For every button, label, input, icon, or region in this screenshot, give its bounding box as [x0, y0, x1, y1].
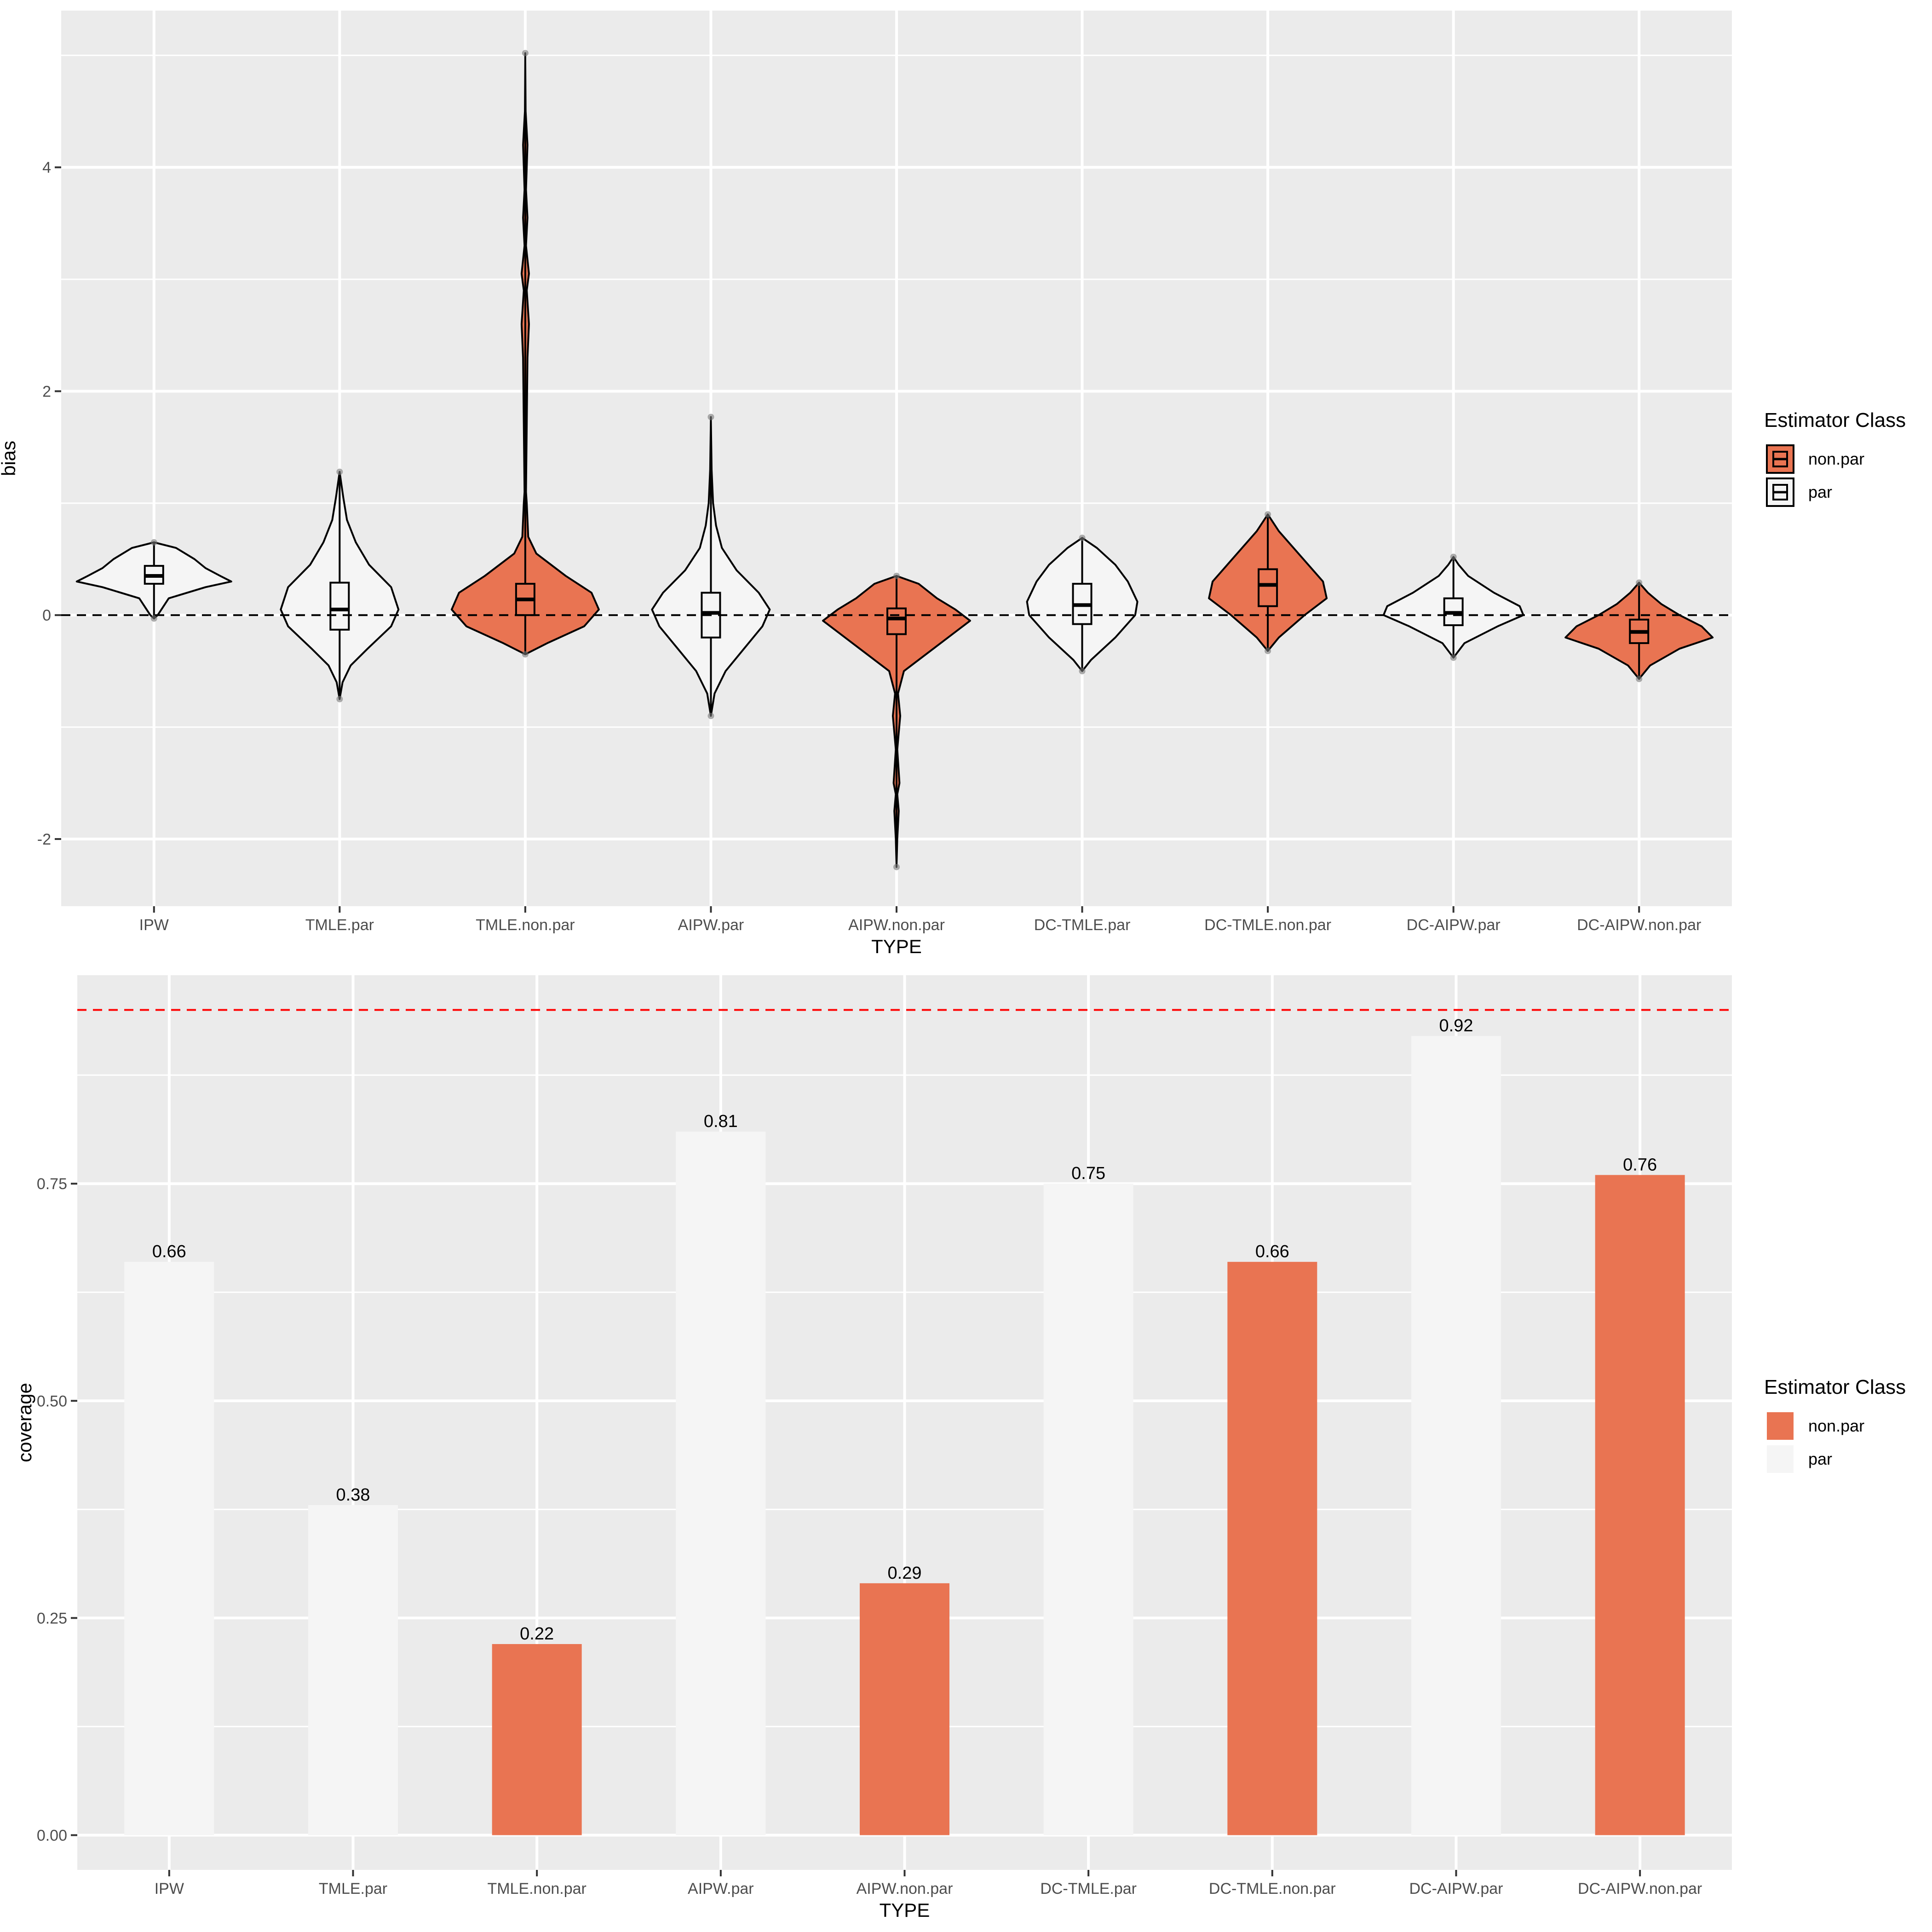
- bar-value-label: 0.66: [152, 1242, 186, 1261]
- bar-dc-tmle-non-par: [1227, 1262, 1317, 1835]
- outlier-point: [1079, 535, 1086, 541]
- coverage-x-tick-label: TMLE.non.par: [487, 1880, 586, 1898]
- bias-legend-title: Estimator Class: [1764, 409, 1906, 431]
- coverage-y-tick-label: 0.50: [37, 1392, 67, 1410]
- bar-value-label: 0.81: [704, 1112, 738, 1131]
- coverage-x-tick-label: DC-TMLE.non.par: [1209, 1880, 1336, 1898]
- outlier-point: [150, 539, 157, 546]
- bar-value-label: 0.38: [336, 1485, 370, 1505]
- bias-y-tick-label: 2: [42, 383, 51, 400]
- coverage-x-tick-label: IPW: [155, 1880, 184, 1898]
- outlier-point: [1636, 579, 1643, 586]
- box-iqr: [886, 607, 907, 635]
- outlier-point: [1079, 667, 1086, 674]
- outlier-point: [522, 50, 529, 57]
- bar-value-label: 0.76: [1623, 1155, 1657, 1174]
- coverage-y-axis-title: coverage: [14, 1383, 35, 1462]
- coverage-legend-label-non-par: non.par: [1808, 1416, 1864, 1435]
- outlier-point: [893, 863, 900, 870]
- bar-value-label: 0.22: [520, 1624, 554, 1644]
- bias-y-axis-title: bias: [0, 441, 19, 476]
- coverage-x-tick-label: DC-TMLE.par: [1040, 1880, 1137, 1898]
- bias-y-tick-label: 4: [42, 159, 51, 177]
- bar-value-label: 0.92: [1439, 1016, 1473, 1035]
- outlier-point: [707, 713, 714, 719]
- bias-x-tick-label: AIPW.par: [678, 916, 744, 934]
- coverage-legend-key-non-par: [1767, 1412, 1794, 1440]
- bar-aipw-par: [676, 1131, 766, 1835]
- box-iqr: [1258, 568, 1278, 607]
- coverage-x-axis-title: TYPE: [880, 1899, 930, 1921]
- bias-x-tick-label: TMLE.par: [305, 916, 374, 934]
- coverage-x-tick-label: DC-AIPW.par: [1409, 1880, 1503, 1898]
- outlier-point: [1450, 553, 1457, 560]
- outlier-point: [893, 573, 900, 580]
- bar-dc-tmle-par: [1043, 1184, 1133, 1835]
- bar-value-label: 0.29: [888, 1564, 922, 1583]
- outlier-point: [1636, 675, 1643, 682]
- outlier-point: [336, 696, 343, 702]
- coverage-y-tick-label: 0.25: [37, 1610, 67, 1627]
- bar-dc-aipw-non-par: [1595, 1175, 1685, 1835]
- bar-value-label: 0.66: [1255, 1242, 1289, 1261]
- outlier-point: [336, 468, 343, 475]
- bar-dc-aipw-par: [1411, 1036, 1501, 1835]
- outlier-point: [1265, 511, 1271, 518]
- outlier-point: [1450, 654, 1457, 661]
- bias-x-tick-label: DC-TMLE.par: [1034, 916, 1131, 934]
- bias-y-tick-label: 0: [42, 607, 51, 624]
- coverage-bar-chart: 0.00 0.25 0.50 0.75 IPW TMLE.par TMLE.non.par A…: [14, 975, 1906, 1921]
- coverage-x-tick-label: DC-AIPW.non.par: [1578, 1880, 1702, 1898]
- outlier-point: [707, 414, 714, 420]
- bias-x-axis-title: TYPE: [871, 936, 922, 957]
- box-iqr: [329, 581, 350, 631]
- bias-x-tick-label: AIPW.non.par: [848, 916, 945, 934]
- bias-legend-label-non-par: non.par: [1808, 449, 1864, 468]
- bias-x-tick-label: TMLE.non.par: [476, 916, 575, 934]
- coverage-x-tick-label: TMLE.par: [319, 1880, 387, 1898]
- coverage-legend-key-par: [1767, 1445, 1794, 1473]
- bias-x-tick-label: DC-AIPW.par: [1407, 916, 1501, 934]
- coverage-legend-title: Estimator Class: [1764, 1376, 1906, 1398]
- coverage-x-tick-label: AIPW.non.par: [857, 1880, 953, 1898]
- bias-x-tick-label: IPW: [139, 916, 169, 934]
- bar-value-label: 0.75: [1071, 1164, 1105, 1183]
- bar-ipw: [124, 1262, 214, 1835]
- bias-x-tick-label: DC-AIPW.non.par: [1577, 916, 1701, 934]
- coverage-x-tick-label: AIPW.par: [688, 1880, 754, 1898]
- bias-violin-chart: -2 0 2 4 IPW TMLE.par TMLE.non.par AIPW.par AIPW…: [0, 11, 1906, 957]
- bias-x-tick-label: DC-TMLE.non.par: [1204, 916, 1331, 934]
- coverage-legend-label-par: par: [1808, 1449, 1832, 1468]
- bar-tmle-par: [308, 1505, 398, 1835]
- coverage-y-tick-label: 0.00: [37, 1827, 67, 1844]
- bias-legend-label-par: par: [1808, 483, 1832, 501]
- coverage-y-tick-label: 0.75: [37, 1175, 67, 1193]
- bias-y-tick-label: -2: [37, 831, 51, 848]
- bar-tmle-non-par: [492, 1644, 582, 1835]
- outlier-point: [1265, 648, 1271, 655]
- outlier-point: [150, 615, 157, 622]
- outlier-point: [522, 651, 529, 658]
- bar-aipw-non-par: [860, 1583, 949, 1835]
- bias-legend-key-par: [1766, 477, 1794, 507]
